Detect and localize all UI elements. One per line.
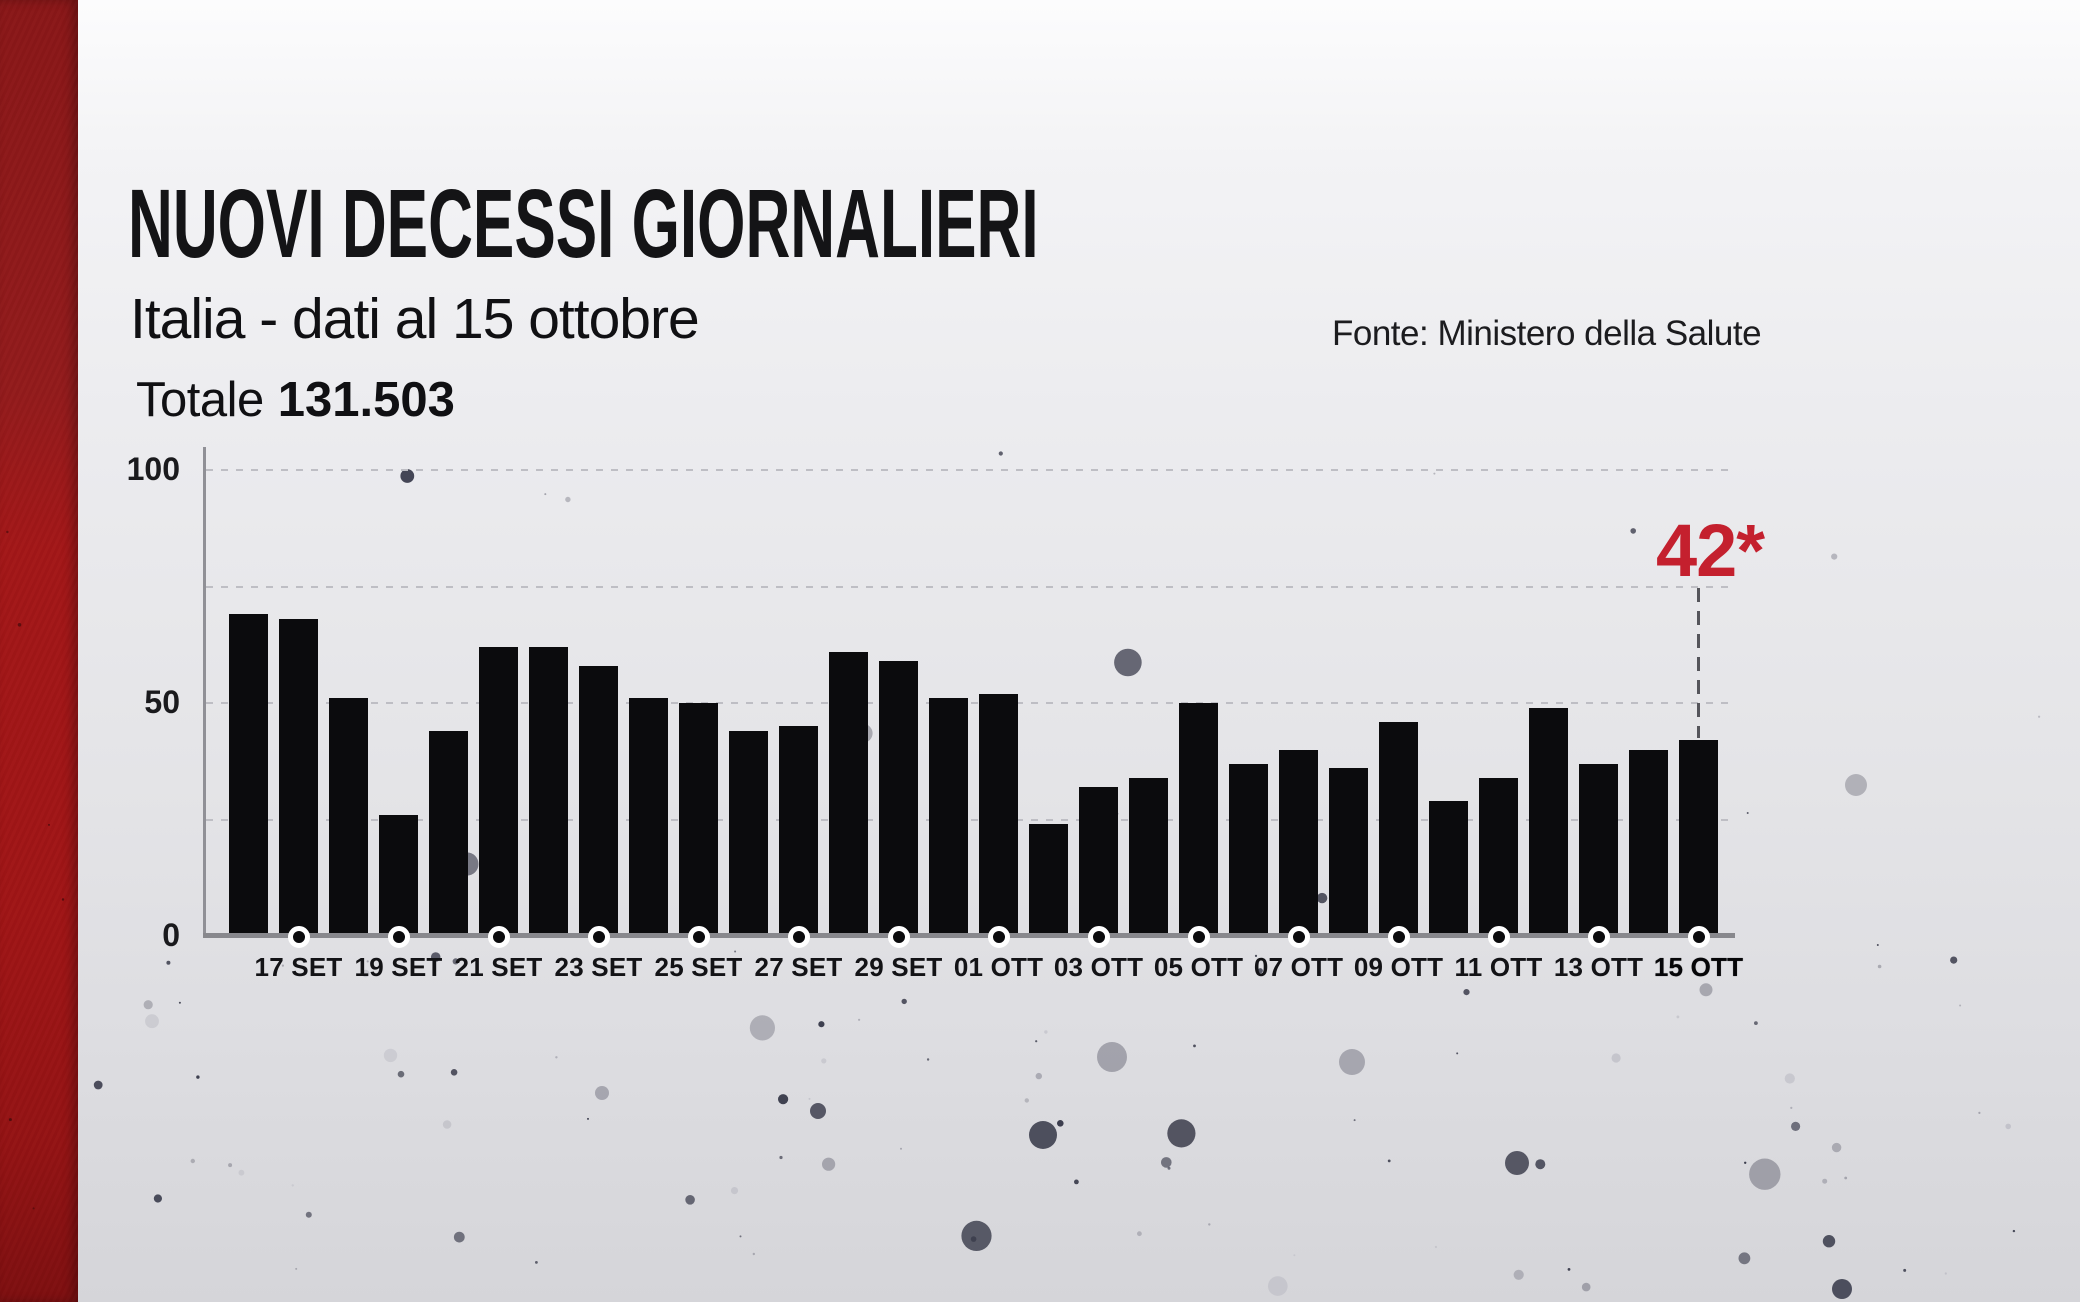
axis-dot-29-set [887, 926, 910, 948]
y-tick-100: 100 [126, 450, 180, 487]
x-tick-23-set: 23 SET [554, 952, 643, 982]
bar-08-ott [1329, 768, 1368, 936]
bar-04-ott [1129, 777, 1168, 936]
bar-23-set [579, 665, 618, 936]
y-tick-0: 0 [162, 916, 180, 953]
axis-dot-11-ott [1487, 926, 1510, 948]
x-tick-27-set: 27 SET [754, 952, 843, 982]
bar-01-ott [979, 693, 1018, 936]
bar-26-set [729, 730, 768, 936]
bar-15-ott [1679, 740, 1718, 936]
bar-18-set [329, 698, 368, 936]
gridline-75 [206, 585, 1734, 588]
source-note: Fonte: Ministero della Salute [1332, 314, 1762, 353]
bar-24-set [629, 698, 668, 936]
x-axis-line [203, 933, 1735, 938]
bar-16-set [229, 614, 268, 936]
x-tick-21-set: 21 SET [454, 952, 543, 982]
axis-dot-25-set [687, 926, 710, 948]
axis-dot-01-ott [987, 926, 1010, 948]
axis-dot-27-set [787, 926, 810, 948]
axis-dot-07-ott [1287, 926, 1310, 948]
bar-21-set [479, 647, 518, 936]
bar-28-set [829, 651, 868, 936]
bar-05-ott [1179, 703, 1218, 936]
x-tick-15-ott: 15 OTT [1653, 952, 1744, 982]
x-tick-05-ott: 05 OTT [1153, 952, 1244, 982]
x-tick-29-set: 29 SET [854, 952, 943, 982]
last-value-callout: 42* [1655, 509, 1765, 592]
bar-30-set [929, 698, 968, 936]
x-tick-17-set: 17 SET [254, 952, 343, 982]
total-value: 131.503 [277, 373, 455, 427]
bar-20-set [429, 730, 468, 936]
bar-17-set [279, 619, 318, 936]
axis-dot-15-ott [1687, 926, 1710, 948]
bar-10-ott [1429, 800, 1468, 936]
bar-09-ott [1379, 721, 1418, 936]
bar-14-ott [1629, 749, 1668, 936]
bar-29-set [879, 661, 918, 936]
bar-03-ott [1079, 786, 1118, 936]
bar-06-ott [1229, 763, 1268, 936]
bar-11-ott [1479, 777, 1518, 936]
axis-dot-17-set [287, 926, 310, 948]
page-subtitle: Italia - dati al 15 ottobre [130, 287, 700, 351]
gridline-100 [206, 469, 1734, 471]
callout-dashed-line [1697, 588, 1700, 739]
axis-dot-23-set [587, 926, 610, 948]
axis-dot-05-ott [1187, 926, 1210, 948]
y-tick-50: 50 [144, 683, 180, 720]
axis-dot-19-set [387, 926, 410, 948]
axis-dot-03-ott [1087, 926, 1110, 948]
x-tick-19-set: 19 SET [354, 952, 443, 982]
bar-07-ott [1279, 749, 1318, 936]
x-tick-13-ott: 13 OTT [1553, 952, 1644, 982]
total-label: Totale [136, 373, 264, 427]
page-title: NUOVI DECESSI GIORNALIERI [128, 169, 1039, 278]
x-tick-01-ott: 01 OTT [953, 952, 1044, 982]
bar-02-ott [1029, 824, 1068, 936]
bar-19-set [379, 814, 418, 936]
x-tick-03-ott: 03 OTT [1053, 952, 1144, 982]
x-tick-07-ott: 07 OTT [1253, 952, 1344, 982]
x-tick-25-set: 25 SET [654, 952, 743, 982]
gridline-50 [206, 702, 1734, 704]
bar-13-ott [1579, 763, 1618, 936]
gridline-25 [206, 818, 1734, 821]
axis-dot-13-ott [1587, 926, 1610, 948]
total-line: Totale 131.503 [136, 372, 455, 428]
y-axis-line [203, 447, 206, 938]
bar-22-set [529, 647, 568, 936]
axis-dot-21-set [487, 926, 510, 948]
x-tick-09-ott: 09 OTT [1353, 952, 1444, 982]
bar-25-set [679, 703, 718, 936]
axis-dot-09-ott [1387, 926, 1410, 948]
left-red-banner [0, 0, 78, 1302]
x-tick-11-ott: 11 OTT [1454, 952, 1543, 982]
bar-27-set [779, 726, 818, 936]
bar-12-ott [1529, 707, 1568, 936]
